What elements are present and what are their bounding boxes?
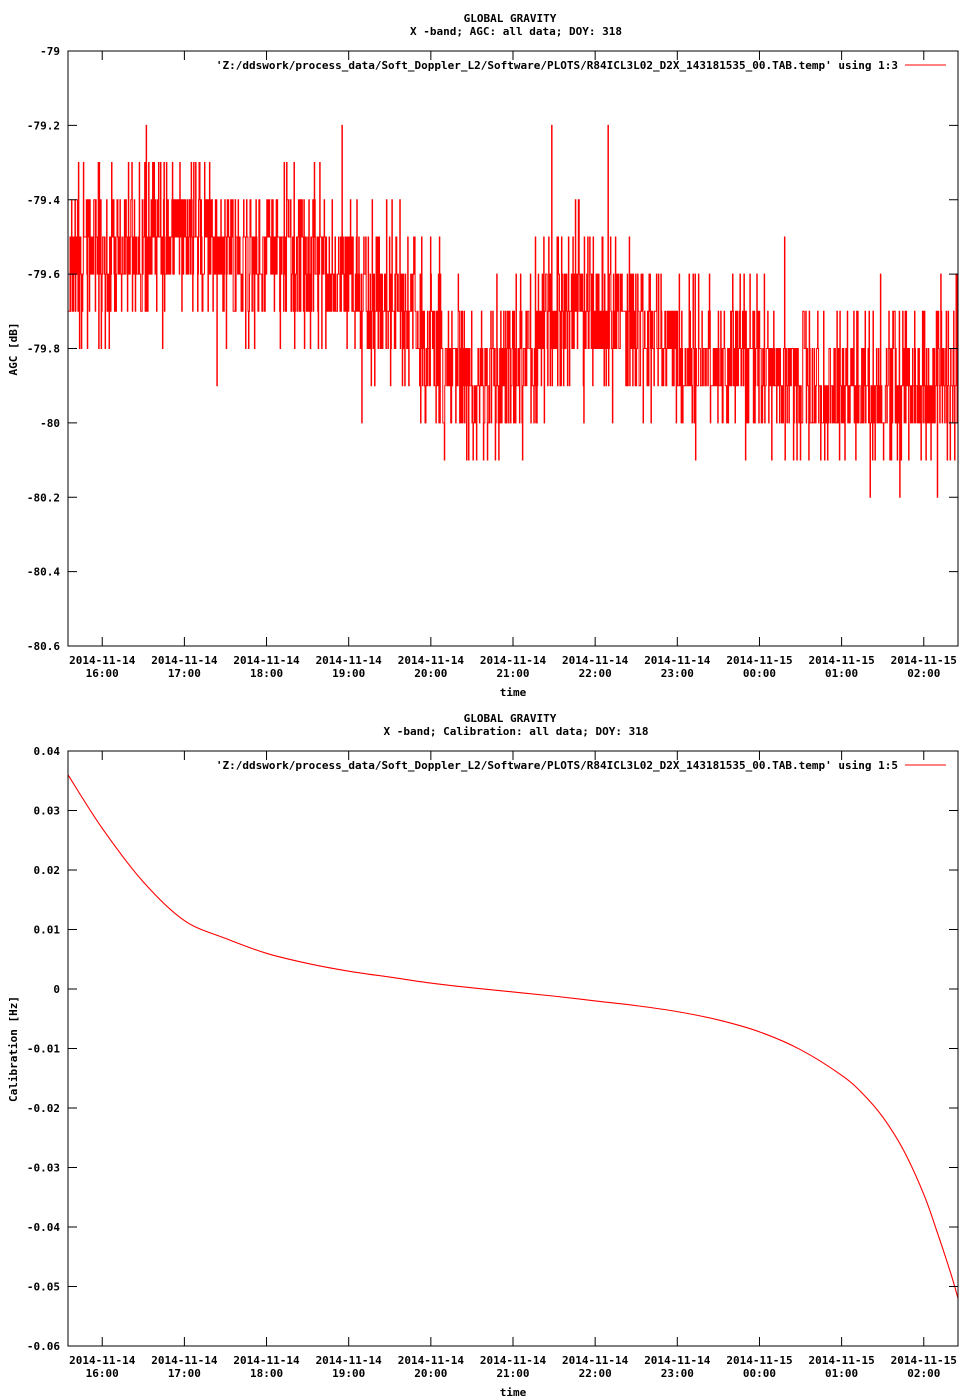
agc-y-axis-label: AGC [dB] <box>7 323 20 376</box>
y-tick-label: 0.02 <box>34 864 61 877</box>
x-tick-label-time: 21:00 <box>496 667 529 680</box>
x-tick-label-time: 16:00 <box>86 1367 119 1380</box>
agc-plot-area: -79 -79.2 -79.4 -79.6 -79.8 -80 -80.2 -80.4 -80.… <box>27 45 959 680</box>
x-tick-label-date: 2014-11-15 <box>808 1354 874 1367</box>
x-tick-label-date: 2014-11-14 <box>644 1354 711 1367</box>
x-tick-label-time: 00:00 <box>743 1367 776 1380</box>
agc-legend-label: 'Z:/ddswork/process_data/Soft_Doppler_L2… <box>216 59 898 72</box>
x-tick-label-time: 19:00 <box>332 667 365 680</box>
calibration-plot-area: 0.04 0.03 0.02 0.01 0 -0.01 -0.02 -0.03 -0.04 -0.… <box>27 745 959 1380</box>
calibration-y-axis-label: Calibration [Hz] <box>7 996 20 1102</box>
series-line <box>68 774 958 1299</box>
y-tick-label: -0.06 <box>27 1340 60 1353</box>
x-tick-label-date: 2014-11-14 <box>644 654 711 667</box>
agc-chart-subtitle: X -band; AGC: all data; DOY: 318 <box>410 25 622 38</box>
calibration-chart-subtitle: X -band; Calibration: all data; DOY: 318 <box>384 725 649 738</box>
x-tick-label-time: 19:00 <box>332 1367 365 1380</box>
y-tick-label: -79.8 <box>27 343 60 356</box>
x-tick-label-time: 23:00 <box>661 1367 694 1380</box>
x-tick-label-time: 01:00 <box>825 1367 858 1380</box>
y-tick-label: -0.02 <box>27 1102 60 1115</box>
x-tick-label-date: 2014-11-14 <box>233 1354 300 1367</box>
x-tick-label-time: 20:00 <box>414 667 447 680</box>
plot-frame <box>67 750 959 1347</box>
x-tick-label-time: 01:00 <box>825 667 858 680</box>
x-tick-label-date: 2014-11-15 <box>726 654 792 667</box>
y-tick-label: -0.01 <box>27 1043 60 1056</box>
x-tick-label-date: 2014-11-15 <box>891 1354 957 1367</box>
x-tick-label-date: 2014-11-14 <box>398 654 465 667</box>
y-tick-label: -0.04 <box>27 1221 60 1234</box>
y-tick-label: -80 <box>40 417 60 430</box>
x-tick-label-date: 2014-11-15 <box>808 654 874 667</box>
x-tick-label-date: 2014-11-15 <box>726 1354 792 1367</box>
x-tick-label-date: 2014-11-14 <box>233 654 300 667</box>
x-tick-label-time: 23:00 <box>661 667 694 680</box>
x-tick-label-time: 02:00 <box>907 1367 940 1380</box>
x-tick-label-time: 16:00 <box>86 667 119 680</box>
x-tick-label-date: 2014-11-14 <box>151 654 218 667</box>
x-tick-label-time: 21:00 <box>496 1367 529 1380</box>
x-tick-label-date: 2014-11-14 <box>69 654 136 667</box>
x-tick-label-date: 2014-11-14 <box>316 1354 383 1367</box>
x-tick-label-date: 2014-11-14 <box>151 1354 218 1367</box>
y-tick-label: -0.03 <box>27 1162 60 1175</box>
x-tick-label-time: 18:00 <box>250 1367 283 1380</box>
x-tick-label-time: 22:00 <box>579 667 612 680</box>
x-tick-label-time: 02:00 <box>907 667 940 680</box>
y-tick-label: -80.4 <box>27 566 60 579</box>
x-tick-label-time: 00:00 <box>743 667 776 680</box>
x-tick-label-date: 2014-11-14 <box>69 1354 136 1367</box>
y-tick-label: -80.6 <box>27 640 60 653</box>
y-tick-label: 0.04 <box>34 745 61 758</box>
x-tick-label-date: 2014-11-15 <box>891 654 957 667</box>
calibration-legend-label: 'Z:/ddswork/process_data/Soft_Doppler_L2… <box>216 759 898 772</box>
y-tick-label: -79.4 <box>27 194 60 207</box>
x-tick-label-time: 20:00 <box>414 1367 447 1380</box>
x-tick-label-date: 2014-11-14 <box>480 1354 547 1367</box>
y-tick-label: -79 <box>40 45 60 58</box>
x-tick-label-date: 2014-11-14 <box>562 654 629 667</box>
x-tick-label-date: 2014-11-14 <box>562 1354 629 1367</box>
calibration-x-axis-label: time <box>500 1386 527 1399</box>
x-tick-label-date: 2014-11-14 <box>480 654 547 667</box>
y-tick-label: -79.6 <box>27 268 60 281</box>
agc-x-axis-label: time <box>500 686 527 699</box>
x-tick-label-time: 17:00 <box>168 667 201 680</box>
y-tick-label: -79.2 <box>27 119 60 132</box>
x-tick-label-date: 2014-11-14 <box>398 1354 465 1367</box>
y-tick-label: 0 <box>53 983 60 996</box>
x-tick-label-time: 22:00 <box>579 1367 612 1380</box>
x-tick-label-time: 17:00 <box>168 1367 201 1380</box>
series-line <box>68 124 958 498</box>
calibration-chart-title: GLOBAL GRAVITY <box>464 712 557 725</box>
x-tick-label-date: 2014-11-14 <box>316 654 383 667</box>
agc-chart-title: GLOBAL GRAVITY <box>464 12 557 25</box>
y-tick-label: -0.05 <box>27 1281 60 1294</box>
y-tick-label: 0.03 <box>34 805 61 818</box>
y-tick-label: -80.2 <box>27 491 60 504</box>
agc-chart: GLOBAL GRAVITY X -band; AGC: all data; D… <box>7 12 959 699</box>
y-tick-label: 0.01 <box>34 924 61 937</box>
x-tick-label-time: 18:00 <box>250 667 283 680</box>
calibration-chart: GLOBAL GRAVITY X -band; Calibration: all… <box>7 712 959 1399</box>
